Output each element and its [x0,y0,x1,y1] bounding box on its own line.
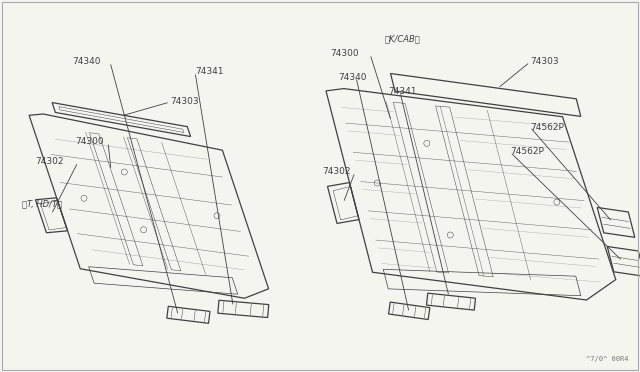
Text: 〈T, HD/T〉: 〈T, HD/T〉 [22,199,62,208]
Text: ^7/0^ 00R4: ^7/0^ 00R4 [586,356,628,362]
Text: 74302: 74302 [322,167,351,176]
Text: 74300: 74300 [330,49,358,58]
Text: 74341: 74341 [388,87,417,96]
Text: 74562P: 74562P [530,122,564,131]
Text: 74341: 74341 [195,67,223,77]
Text: 74300: 74300 [75,138,104,147]
Text: 74340: 74340 [72,58,100,67]
Text: 74340: 74340 [338,73,367,81]
Text: 74303: 74303 [170,97,198,106]
Text: 74303: 74303 [530,58,559,67]
Text: 74562P: 74562P [510,148,544,157]
Text: 74302: 74302 [35,157,63,167]
Text: 〈K/CAB〉: 〈K/CAB〉 [385,35,420,44]
